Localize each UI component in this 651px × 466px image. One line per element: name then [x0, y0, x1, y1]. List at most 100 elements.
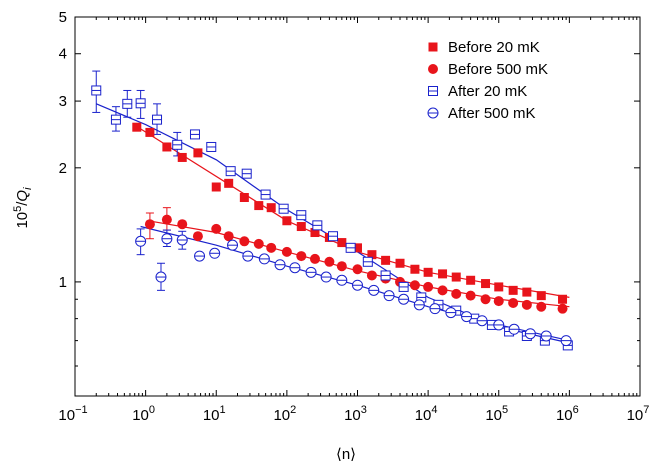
- data-point: [91, 85, 102, 96]
- data-point: [278, 203, 289, 214]
- x-tick-base: 10: [344, 407, 361, 424]
- x-tick-exp: 5: [502, 404, 508, 416]
- legend-label: Before 20 mK: [448, 39, 540, 56]
- data-point: [161, 233, 173, 245]
- data-point: [274, 259, 286, 271]
- y-tick-label: 2: [59, 160, 67, 177]
- data-point: [282, 216, 292, 226]
- data-point: [558, 294, 568, 304]
- legend-label: Before 500 mK: [448, 61, 548, 78]
- data-point: [540, 330, 552, 342]
- data-point: [465, 290, 476, 301]
- data-point: [409, 280, 420, 291]
- data-point: [410, 264, 420, 274]
- data-point: [189, 129, 200, 140]
- data-point: [239, 193, 249, 203]
- data-point: [445, 307, 457, 319]
- data-point: [266, 203, 276, 213]
- data-point: [451, 272, 461, 282]
- x-axis-label-text: ⟨n⟩: [336, 446, 356, 463]
- x-tick-label: 100: [132, 404, 155, 424]
- y-tick-label: 3: [59, 93, 67, 110]
- data-point: [466, 275, 476, 285]
- data-point: [367, 250, 377, 260]
- legend-item: After 500 mK: [427, 105, 536, 122]
- data-point: [522, 287, 532, 297]
- legend-item: Before 500 mK: [428, 61, 548, 78]
- data-point: [227, 239, 239, 251]
- data-point: [296, 251, 307, 262]
- data-point: [481, 279, 491, 289]
- y-label-exp: 5: [12, 206, 24, 212]
- x-tick-exp: 4: [431, 404, 437, 416]
- data-point: [176, 234, 188, 246]
- data-point: [320, 271, 332, 283]
- data-point: [423, 267, 433, 277]
- data-point: [211, 223, 222, 234]
- data-point: [145, 127, 155, 137]
- data-point: [413, 299, 425, 311]
- x-tick-label: 105: [485, 404, 508, 424]
- x-tick-base: 10: [415, 407, 432, 424]
- data-point: [310, 228, 320, 238]
- data-point: [239, 236, 250, 247]
- data-point: [152, 114, 163, 125]
- data-point: [521, 299, 532, 310]
- x-tick-label: 101: [203, 404, 226, 424]
- x-tick-base: 10: [273, 407, 290, 424]
- x-tick-label: 104: [415, 404, 438, 424]
- legend: Before 20 mK Before 500 mK After 20 mK Afte…: [427, 39, 548, 122]
- legend-marker: [428, 64, 438, 74]
- y-axis-ticks: 1 2 3 4 5: [59, 9, 640, 367]
- data-point: [110, 114, 121, 125]
- y-label-sub: i: [22, 187, 34, 190]
- data-point: [352, 264, 363, 275]
- y-tick-label: 4: [59, 46, 67, 63]
- data-point: [194, 250, 206, 262]
- legend-item: After 20 mK: [428, 83, 527, 100]
- data-point: [177, 219, 188, 230]
- x-tick-exp: −1: [75, 404, 88, 416]
- legend-item: Before 20 mK: [428, 39, 540, 56]
- data-point: [398, 293, 410, 305]
- data-point: [353, 243, 362, 253]
- data-point: [193, 148, 203, 158]
- data-point: [135, 98, 146, 109]
- data-point: [253, 238, 264, 249]
- data-point: [451, 288, 462, 299]
- data-point: [224, 178, 234, 188]
- legend-label: After 20 mK: [448, 83, 527, 100]
- data-point: [536, 291, 546, 301]
- data-point: [337, 238, 347, 248]
- x-tick-base: 10: [485, 407, 502, 424]
- data-point: [296, 210, 307, 221]
- data-point: [345, 242, 356, 253]
- data-point: [132, 122, 142, 132]
- data-point: [383, 290, 395, 302]
- x-tick-base: 10: [132, 407, 149, 424]
- data-point: [476, 315, 488, 327]
- data-point: [429, 303, 441, 315]
- data-point: [423, 281, 434, 292]
- data-point: [366, 270, 377, 281]
- data-point: [398, 281, 409, 292]
- data-point: [508, 285, 518, 295]
- y-axis-label: 105/Qi: [12, 187, 34, 229]
- y-label-slash: /: [14, 201, 31, 206]
- x-tick-exp: 3: [361, 404, 367, 416]
- data-point: [296, 222, 306, 232]
- data-point: [177, 152, 187, 162]
- data-point: [352, 279, 363, 291]
- plot-frame: [74, 16, 641, 397]
- data-point: [493, 296, 504, 307]
- data-point: [135, 235, 147, 247]
- y-label-q: Q: [14, 190, 31, 202]
- data-point: [437, 285, 448, 296]
- data-point: [536, 301, 547, 312]
- data-point: [122, 98, 133, 109]
- x-tick-label: 103: [344, 404, 367, 424]
- legend-marker: [428, 42, 438, 52]
- data-point: [560, 335, 572, 347]
- data-point: [258, 253, 270, 265]
